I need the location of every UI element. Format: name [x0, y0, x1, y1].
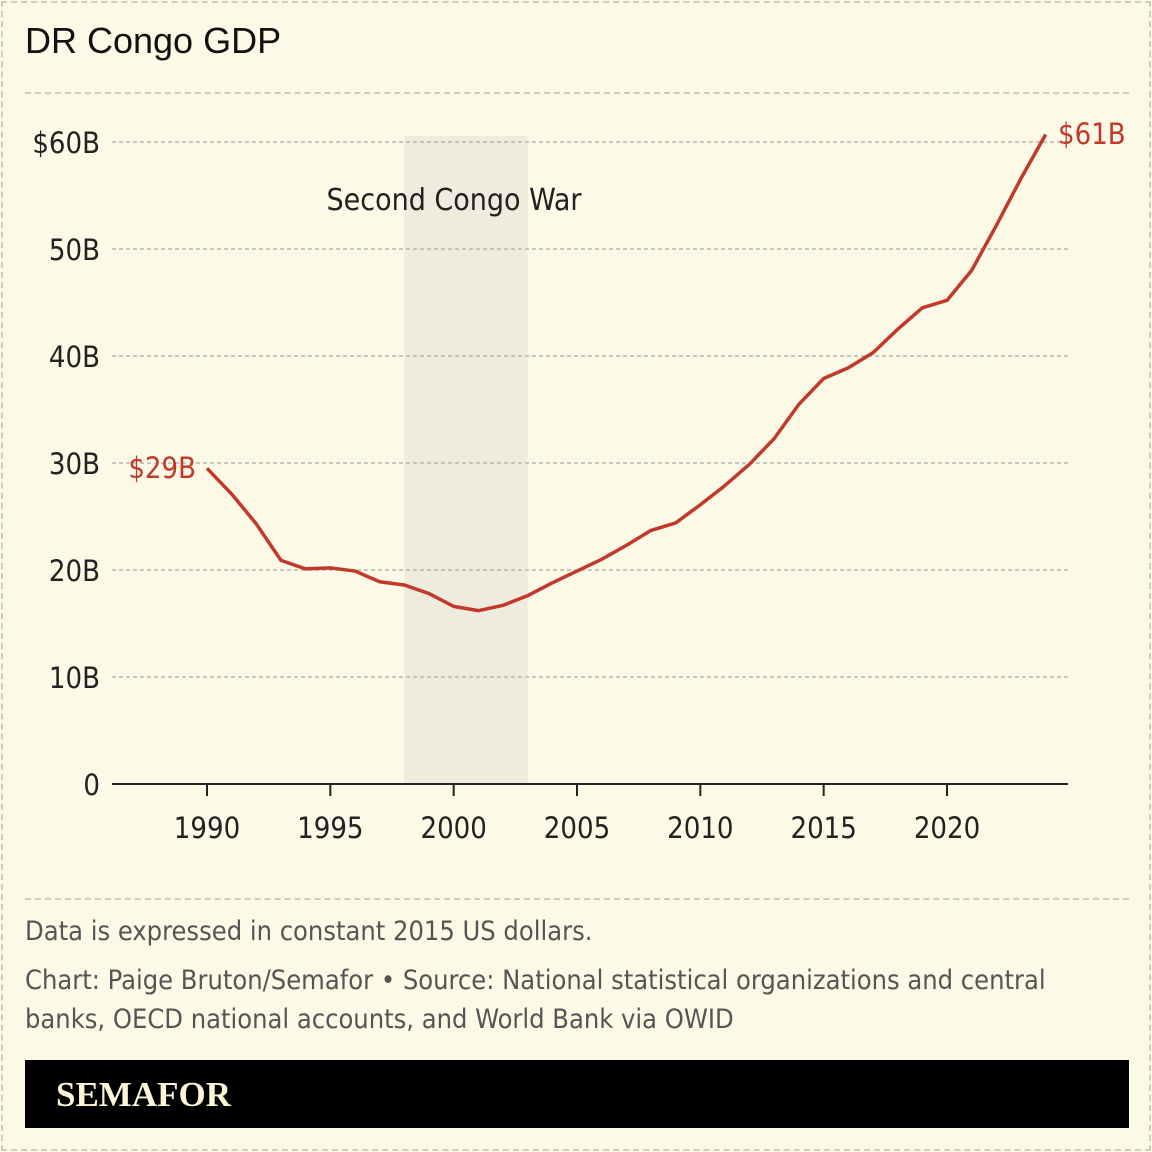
- line-chart: Second Congo War 0 10B 20B 30B 40B 50B $60B 1990…: [32, 117, 1126, 845]
- divider: [25, 898, 1129, 900]
- logo-text: SEMAFOR: [56, 1075, 231, 1114]
- start-value-label: $29B: [128, 451, 196, 485]
- semafor-logo: SEMAFOR: [25, 1060, 1129, 1128]
- divider: [25, 92, 1129, 94]
- chart-title: DR Congo GDP: [25, 20, 282, 61]
- x-tick-label: 1990: [174, 811, 240, 845]
- y-tick-label: 30B: [49, 447, 100, 481]
- x-tick-label: 2020: [914, 811, 980, 845]
- source-credit: Chart: Paige Bruton/Semafor • Source: Na…: [25, 965, 1046, 1035]
- war-shaded-region: [404, 136, 528, 784]
- y-tick-label: 20B: [49, 554, 100, 588]
- y-tick-label: 0: [83, 768, 100, 802]
- x-tick-label: 2015: [790, 811, 856, 845]
- x-tick-label: 2010: [667, 811, 733, 845]
- y-tick-label: 50B: [49, 233, 100, 267]
- y-tick-label: 40B: [49, 340, 100, 374]
- x-tick-label: 1995: [297, 811, 363, 845]
- gdp-line: [205, 133, 1048, 613]
- y-tick-label: $60B: [32, 126, 100, 160]
- y-tick-label: 10B: [49, 661, 100, 695]
- x-tick-label: 2005: [544, 811, 610, 845]
- war-label: Second Congo War: [327, 183, 583, 218]
- data-note: Data is expressed in constant 2015 US do…: [25, 916, 593, 947]
- x-tick-label: 2000: [420, 811, 486, 845]
- end-value-label: $61B: [1058, 117, 1126, 151]
